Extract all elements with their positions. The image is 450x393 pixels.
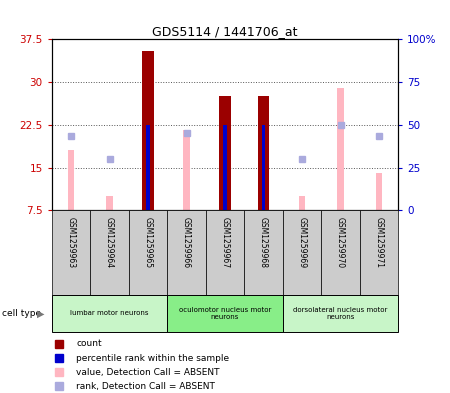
Bar bbox=[321, 210, 360, 295]
Bar bbox=[142, 51, 154, 210]
Bar bbox=[262, 125, 265, 210]
Bar bbox=[219, 96, 231, 210]
Text: percentile rank within the sample: percentile rank within the sample bbox=[76, 354, 229, 363]
Text: GSM1259971: GSM1259971 bbox=[374, 217, 383, 268]
Bar bbox=[337, 88, 344, 210]
Text: count: count bbox=[76, 340, 102, 349]
Bar bbox=[106, 196, 113, 210]
Title: GDS5114 / 1441706_at: GDS5114 / 1441706_at bbox=[152, 25, 298, 38]
Bar bbox=[183, 130, 190, 210]
Bar bbox=[129, 210, 167, 295]
Text: GSM1259967: GSM1259967 bbox=[220, 217, 230, 268]
Bar bbox=[283, 210, 321, 295]
Text: cell type: cell type bbox=[2, 309, 41, 318]
Bar bbox=[258, 96, 269, 210]
Bar bbox=[68, 151, 74, 210]
Text: ▶: ▶ bbox=[37, 309, 45, 318]
Text: GSM1259970: GSM1259970 bbox=[336, 217, 345, 268]
Text: GSM1259963: GSM1259963 bbox=[67, 217, 76, 268]
Text: lumbar motor neurons: lumbar motor neurons bbox=[70, 310, 149, 316]
Bar bbox=[283, 295, 398, 332]
Text: GSM1259968: GSM1259968 bbox=[259, 217, 268, 268]
Bar bbox=[90, 210, 129, 295]
Bar bbox=[146, 125, 149, 210]
Bar bbox=[376, 173, 382, 210]
Bar bbox=[167, 210, 206, 295]
Text: GSM1259964: GSM1259964 bbox=[105, 217, 114, 268]
Bar bbox=[52, 210, 90, 295]
Bar bbox=[206, 210, 244, 295]
Bar bbox=[167, 295, 283, 332]
Bar bbox=[224, 125, 226, 210]
Bar bbox=[360, 210, 398, 295]
Text: rank, Detection Call = ABSENT: rank, Detection Call = ABSENT bbox=[76, 382, 215, 391]
Text: GSM1259965: GSM1259965 bbox=[144, 217, 153, 268]
Text: GSM1259969: GSM1259969 bbox=[297, 217, 306, 268]
Bar bbox=[244, 210, 283, 295]
Text: value, Detection Call = ABSENT: value, Detection Call = ABSENT bbox=[76, 368, 220, 377]
Bar bbox=[298, 196, 306, 210]
Text: dorsolateral nucleus motor
neurons: dorsolateral nucleus motor neurons bbox=[293, 307, 388, 320]
Bar bbox=[52, 295, 167, 332]
Text: oculomotor nucleus motor
neurons: oculomotor nucleus motor neurons bbox=[179, 307, 271, 320]
Text: GSM1259966: GSM1259966 bbox=[182, 217, 191, 268]
